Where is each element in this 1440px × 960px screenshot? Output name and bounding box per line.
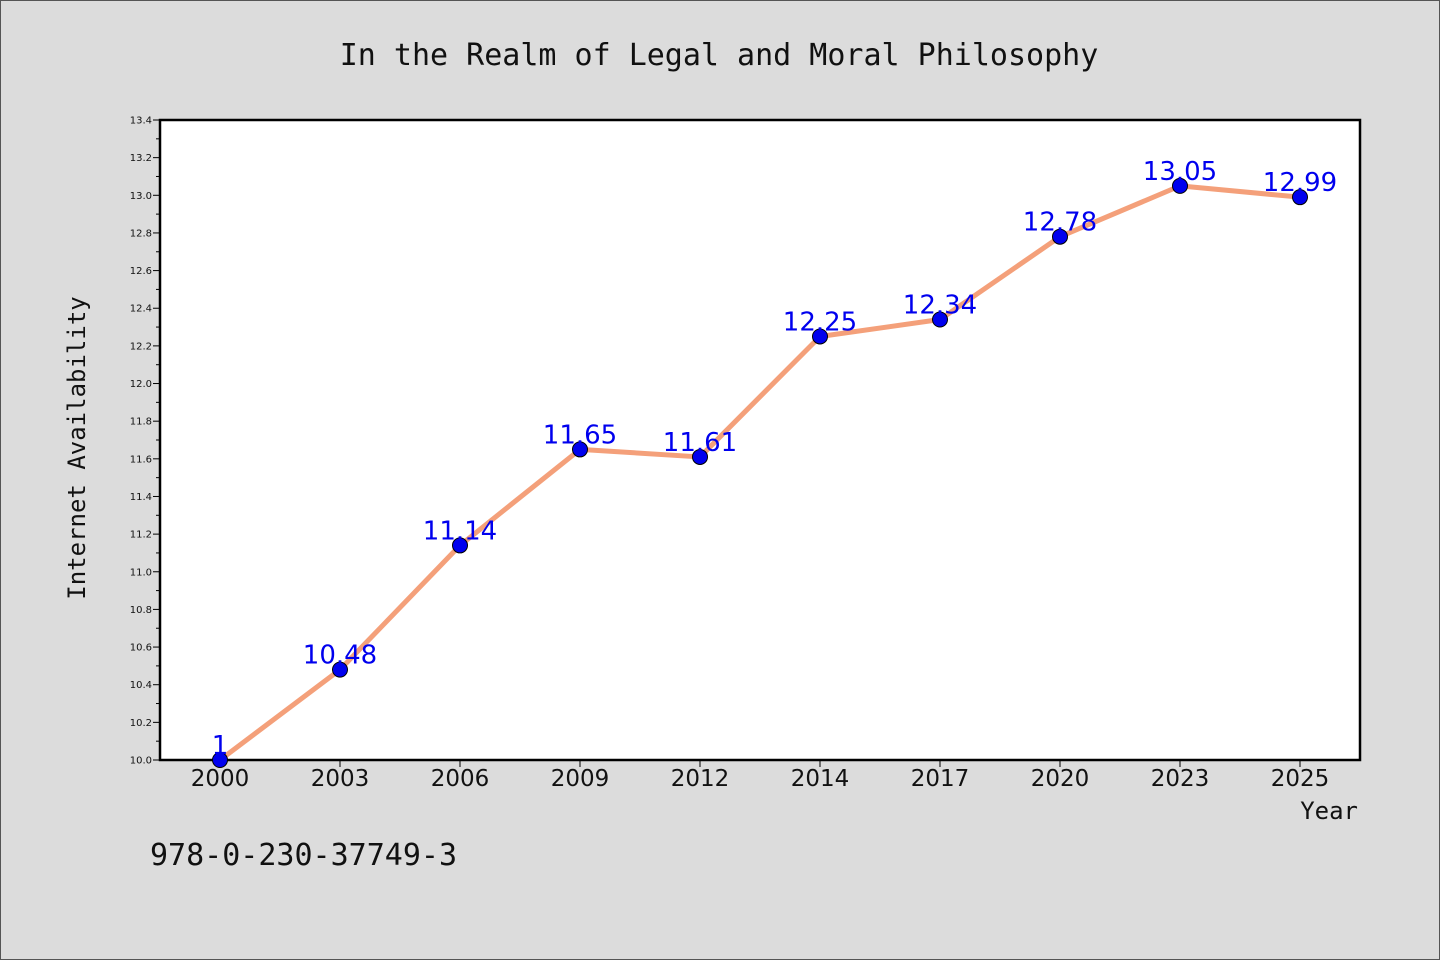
x-tick-label: 2006: [431, 766, 490, 792]
data-point: [452, 537, 468, 554]
x-tick-label: 2014: [791, 766, 850, 792]
data-label: 12.99: [1263, 168, 1337, 198]
y-tick-label: 12.0: [130, 379, 152, 390]
y-tick-label: 11.2: [130, 530, 152, 541]
data-label: 10.48: [303, 641, 377, 671]
y-tick-label: 10.8: [130, 605, 152, 616]
y-tick-label: 10.0: [130, 756, 152, 767]
y-tick-label: 12.6: [130, 266, 152, 277]
y-tick-label: 10.4: [130, 680, 152, 691]
y-tick-label: 13.4: [130, 116, 152, 127]
isbn-text: 978-0-230-37749-3: [150, 838, 457, 873]
chart-title: In the Realm of Legal and Moral Philosop…: [340, 38, 1099, 73]
data-point: [572, 441, 588, 458]
plot-area: [158, 118, 1362, 762]
data-point: [332, 661, 348, 678]
data-label: 12.78: [1023, 208, 1097, 238]
data-label: 11.61: [663, 428, 737, 458]
x-tick-label: 2023: [1151, 766, 1210, 792]
x-tick-label: 2017: [911, 766, 970, 792]
series-line: [217, 183, 1303, 763]
y-tick-label: 11.6: [130, 454, 152, 465]
data-label: 1: [212, 731, 229, 761]
x-tick-label: 2012: [671, 766, 730, 792]
y-tick-label: 12.2: [130, 341, 152, 352]
data-label: 11.14: [423, 516, 497, 546]
y-tick-label: 10.6: [130, 643, 152, 654]
data-point: [1172, 177, 1188, 194]
y-tick-label: 13.0: [130, 191, 152, 202]
data-point: [1052, 228, 1068, 245]
y-tick-label: 13.2: [130, 153, 152, 164]
data-point: [1292, 189, 1308, 206]
data-label: 12.25: [783, 307, 857, 337]
x-tick-label: 2025: [1271, 766, 1330, 792]
x-tick-label: 2003: [311, 766, 370, 792]
y-tick-label: 10.2: [130, 718, 152, 729]
y-axis: 10.0 10.2 10.4 10.6 10.8 11.0 11.2 11.4 11.6 11.8…: [130, 116, 160, 767]
y-tick-label: 11.4: [130, 492, 152, 503]
data-point: [212, 752, 228, 768]
y-tick-label: 12.4: [130, 304, 152, 315]
data-point: [692, 448, 708, 465]
data-label: 12.34: [903, 291, 977, 321]
x-tick-label: 2020: [1031, 766, 1090, 792]
y-tick-label: 11.0: [130, 567, 152, 578]
x-axis-label: Year: [1300, 797, 1358, 825]
data-label: 11.65: [543, 420, 617, 450]
x-axis: 2000 2003 2006 2009 2012 2014 2017 2020 2023 2025: [191, 760, 1330, 792]
x-tick-label: 2009: [551, 766, 610, 792]
x-tick-label: 2000: [191, 766, 250, 792]
y-tick-label: 11.8: [130, 417, 152, 428]
data-label: 13.05: [1143, 157, 1217, 187]
data-point: [932, 311, 948, 328]
data-point: [812, 328, 828, 345]
y-axis-label: Internet Availability: [63, 296, 91, 599]
series-layer: 1 10.48 11.14 11.65 11.61 12.25 12.34 12.78 13.0…: [212, 157, 1337, 768]
y-tick-label: 12.8: [130, 228, 152, 239]
